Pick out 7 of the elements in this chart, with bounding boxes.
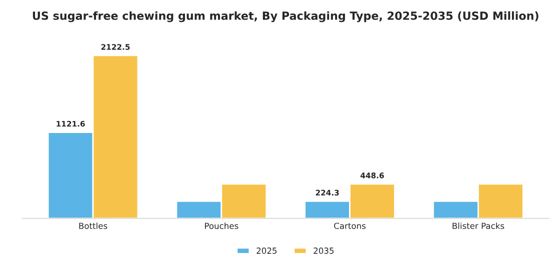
x-tick-label: Pouches — [205, 222, 238, 230]
legend-label: 2035 — [314, 248, 334, 254]
chart-title: US sugar-free chewing gum market, By Packaging Type, 2025-2035 (USD Million) — [32, 11, 538, 22]
legend-label: 2025 — [256, 248, 277, 254]
x-tick-label: Bottles — [79, 222, 108, 230]
x-tick-label: Blister Packs — [452, 222, 504, 230]
x-tick-label: Cartons — [334, 222, 366, 230]
